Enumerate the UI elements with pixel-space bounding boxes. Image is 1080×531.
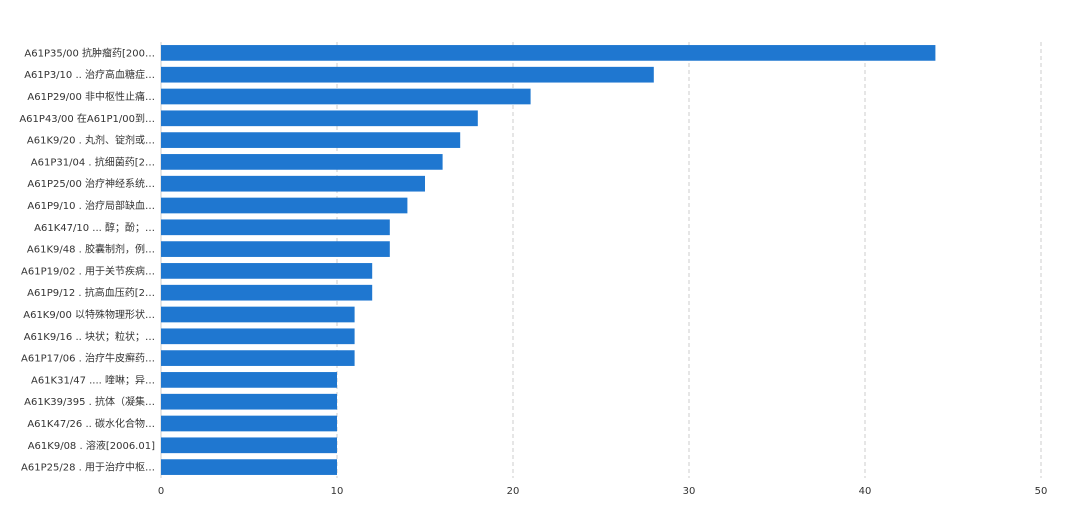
category-label: A61K9/00 以特殊物理形状… [23, 308, 155, 321]
bar[interactable] [161, 154, 443, 170]
category-label: A61P35/00 抗肿瘤药[200… [24, 46, 155, 59]
bar[interactable] [161, 45, 936, 61]
x-tick-label: 30 [683, 486, 696, 497]
x-tick-label: 10 [331, 486, 344, 497]
category-label: A61P19/02 . 用于关节疾病… [21, 264, 155, 277]
x-tick-label: 20 [507, 486, 520, 497]
category-label: A61K9/08 . 溶液[2006.01] [28, 439, 155, 452]
bar[interactable] [161, 219, 390, 236]
category-label: A61K47/26 .. 碳水化合物… [27, 417, 155, 430]
bar[interactable] [161, 284, 373, 301]
x-tick-label: 40 [859, 486, 872, 497]
bar[interactable] [161, 393, 337, 410]
bar[interactable] [161, 459, 337, 475]
category-label: A61P9/10 . 治疗局部缺血… [27, 199, 155, 212]
bar[interactable] [161, 372, 337, 388]
x-tick-label: 0 [158, 486, 164, 497]
bar[interactable] [161, 132, 461, 148]
bar[interactable] [161, 88, 531, 105]
category-label: A61P43/00 在A61P1/00到… [19, 113, 155, 125]
x-tick-labels-layer: 0 10 20 30 40 50 [158, 486, 1048, 497]
bar[interactable] [161, 350, 355, 366]
bars-layer [161, 45, 936, 475]
bar[interactable] [161, 66, 654, 83]
x-tick-label: 50 [1035, 486, 1048, 497]
category-label: A61K9/16 .. 块状；粒状；… [24, 330, 155, 343]
category-label: A61P29/00 非中枢性止痛… [27, 90, 155, 103]
bar[interactable] [161, 175, 425, 192]
category-label: A61K31/47 .... 喹啉；异… [31, 373, 155, 386]
grid-layer [160, 42, 1042, 478]
bar[interactable] [161, 263, 373, 279]
bar[interactable] [161, 437, 337, 454]
category-label: A61P31/04 . 抗细菌药[2… [31, 155, 155, 168]
category-label: A61P25/28 . 用于治疗中枢… [21, 461, 155, 474]
bar[interactable] [161, 241, 390, 257]
bar[interactable] [161, 328, 355, 345]
category-label: A61P25/00 治疗神经系统… [27, 177, 155, 190]
bar[interactable] [161, 306, 355, 323]
bar[interactable] [161, 415, 337, 432]
category-label: A61K9/20 . 丸剂、锭剂或… [27, 134, 155, 147]
bar[interactable] [161, 110, 478, 127]
category-label: A61P9/12 . 抗高血压药[2… [27, 286, 155, 299]
category-label: A61K9/48 . 胶囊制剂，例… [27, 243, 155, 256]
category-label: A61P17/06 . 治疗牛皮癣药… [21, 352, 155, 365]
category-label: A61K39/395 . 抗体（凝集… [24, 395, 155, 408]
category-label: A61P3/10 .. 治疗高血糖症… [24, 68, 155, 81]
category-labels-layer: A61P35/00 抗肿瘤药[200… A61P3/10 .. 治疗高血糖症… A6… [19, 46, 155, 473]
category-label: A61K47/10 ... 醇；酚；… [34, 221, 155, 234]
bar[interactable] [161, 197, 408, 214]
